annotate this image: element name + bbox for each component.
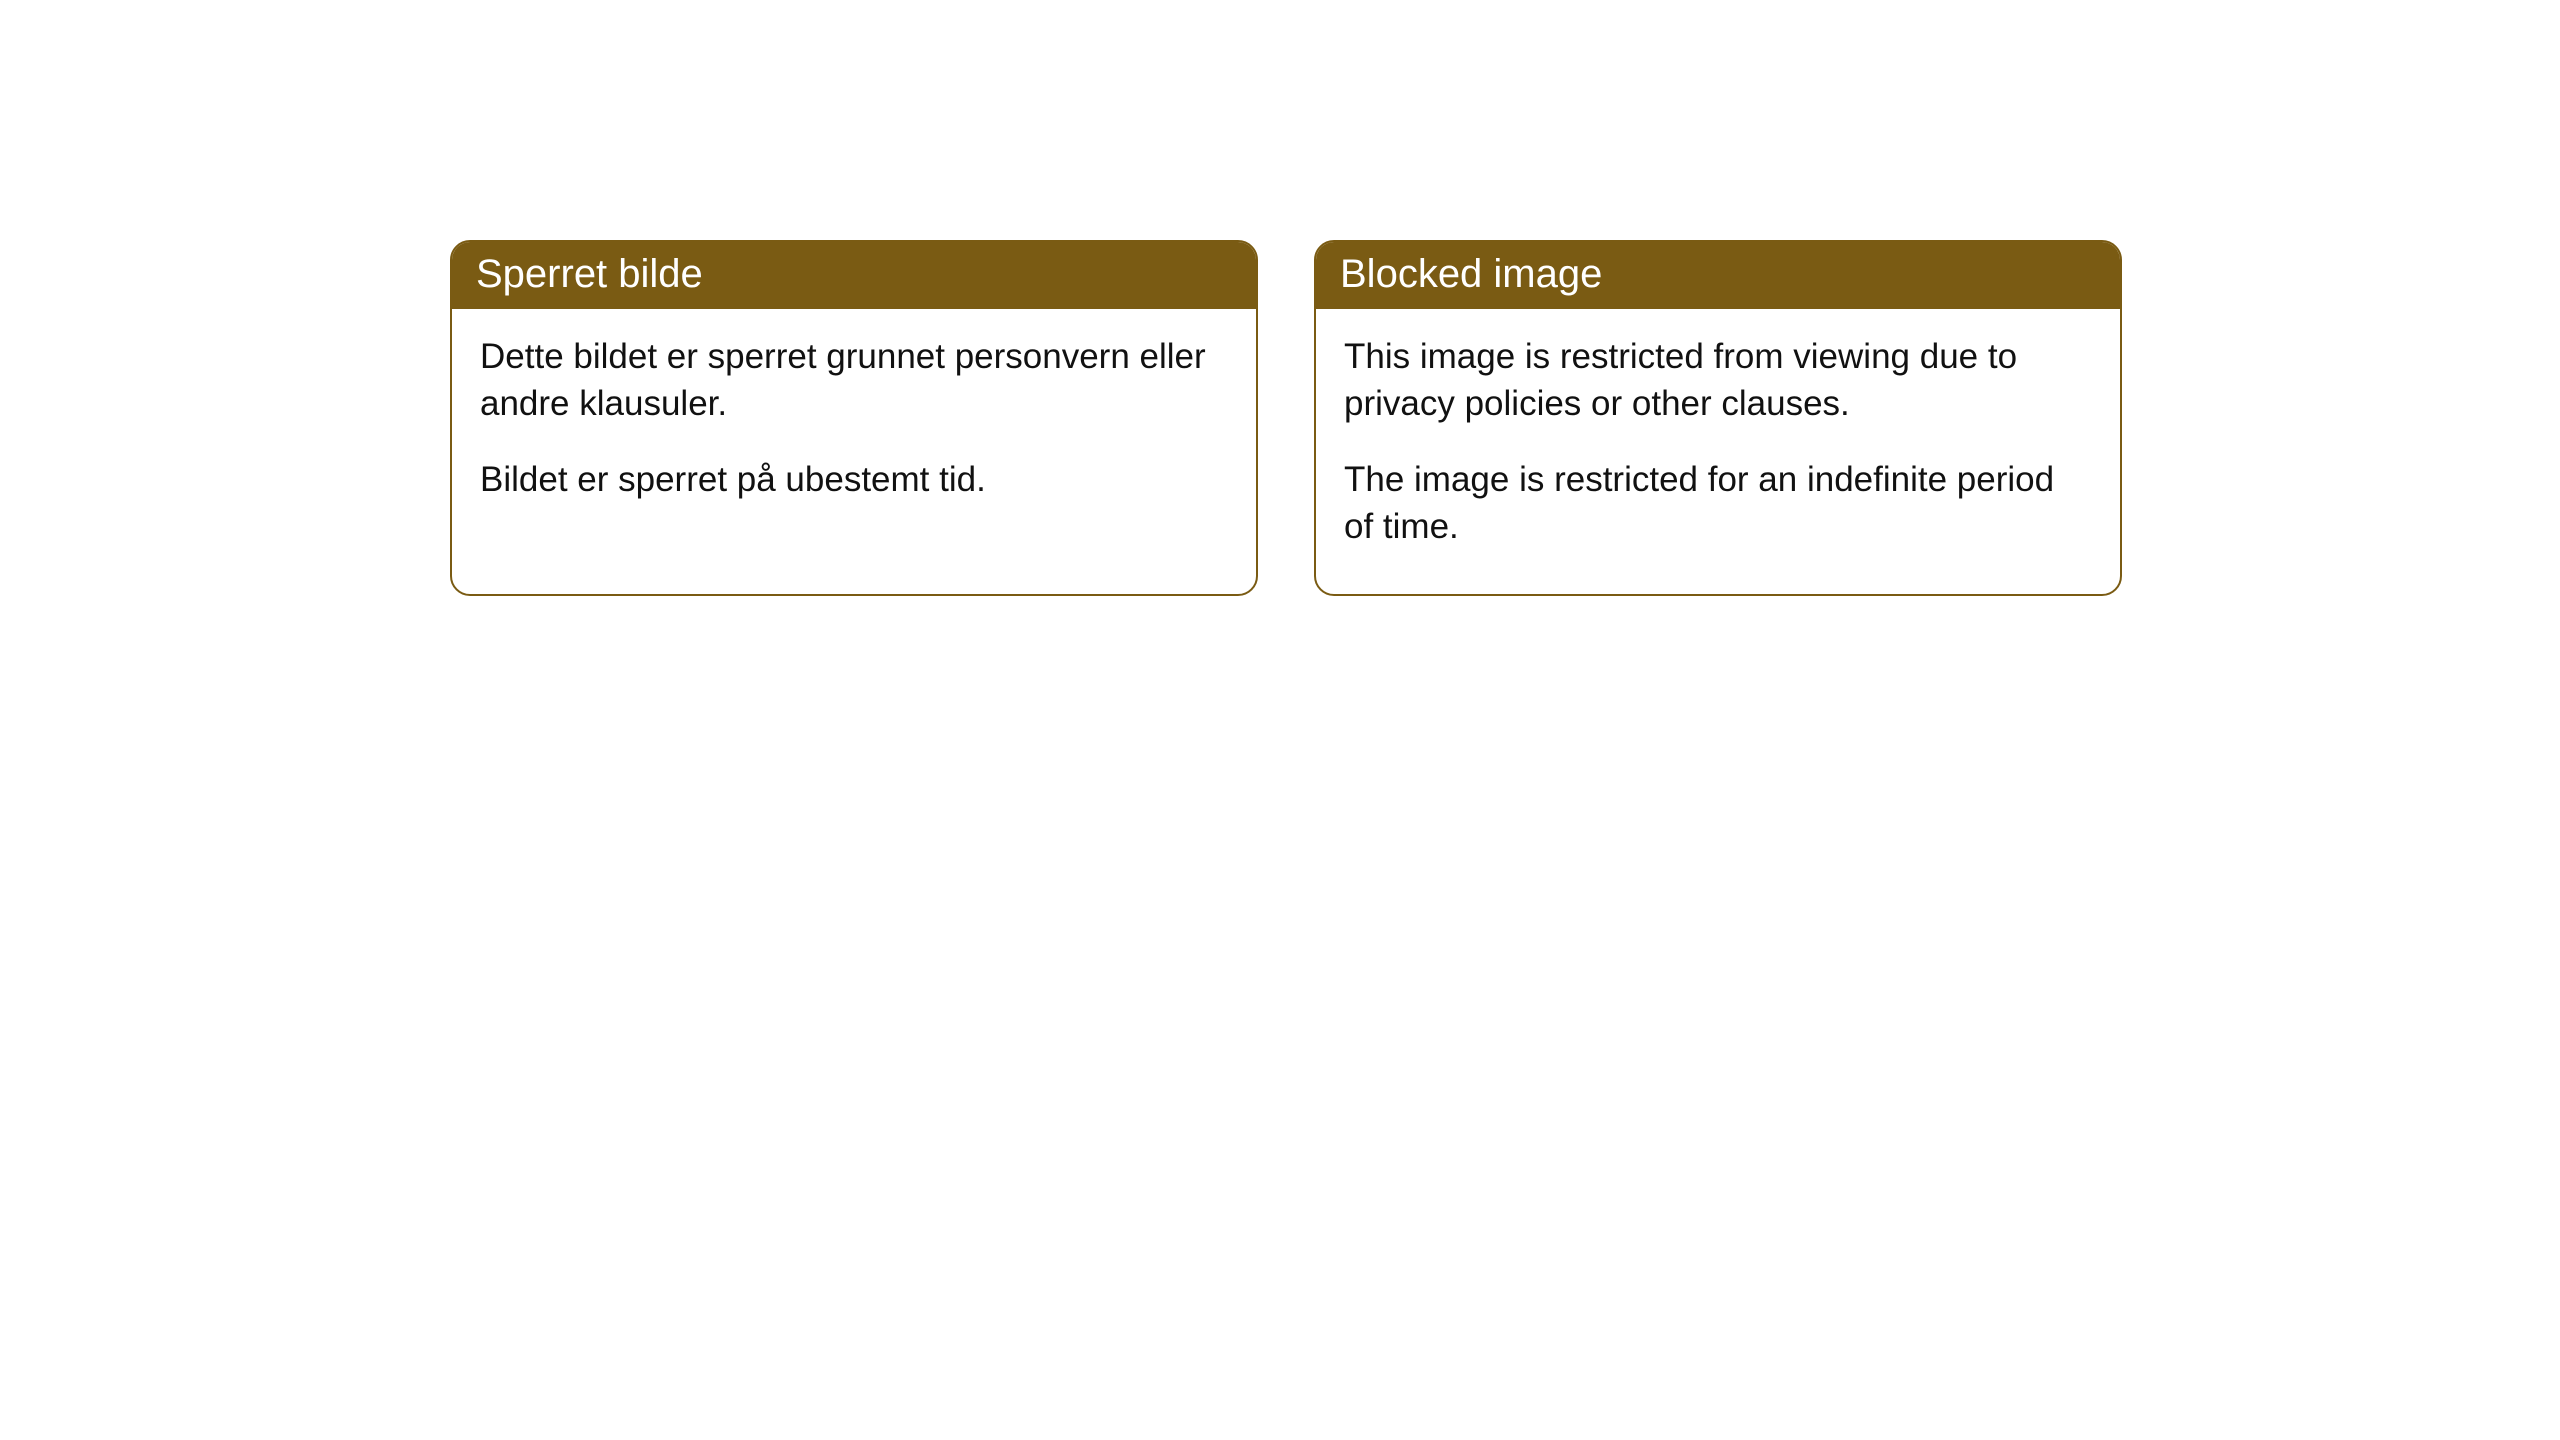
notice-cards-container: Sperret bilde Dette bildet er sperret gr… — [0, 0, 2560, 596]
card-header: Sperret bilde — [452, 242, 1256, 309]
card-paragraph-2: The image is restricted for an indefinit… — [1344, 456, 2092, 551]
card-paragraph-2: Bildet er sperret på ubestemt tid. — [480, 456, 1228, 503]
card-paragraph-1: This image is restricted from viewing du… — [1344, 333, 2092, 428]
card-paragraph-1: Dette bildet er sperret grunnet personve… — [480, 333, 1228, 428]
card-body: Dette bildet er sperret grunnet personve… — [452, 309, 1256, 547]
blocked-image-card-english: Blocked image This image is restricted f… — [1314, 240, 2122, 596]
card-title: Blocked image — [1340, 252, 1602, 296]
blocked-image-card-norwegian: Sperret bilde Dette bildet er sperret gr… — [450, 240, 1258, 596]
card-title: Sperret bilde — [476, 252, 703, 296]
card-body: This image is restricted from viewing du… — [1316, 309, 2120, 594]
card-header: Blocked image — [1316, 242, 2120, 309]
